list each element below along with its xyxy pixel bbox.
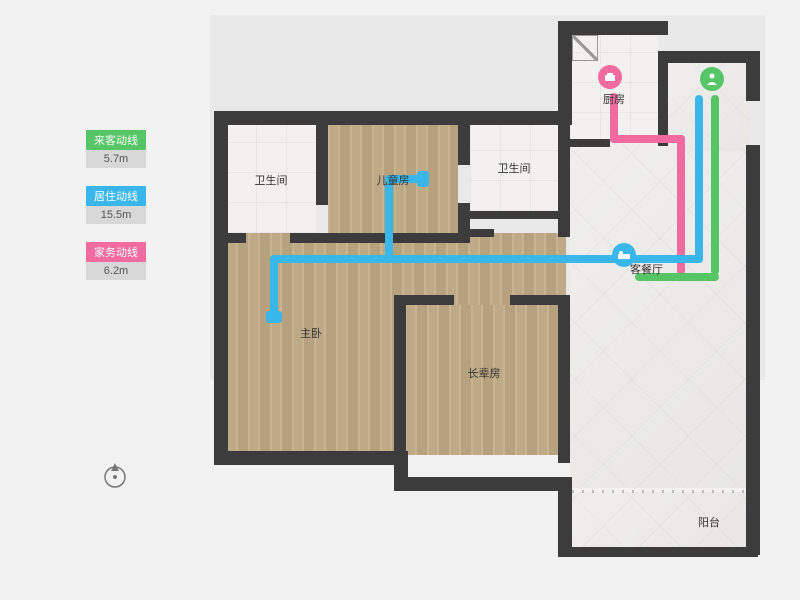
path-living: [270, 255, 278, 315]
wall-outer: [658, 51, 758, 63]
label-living-dining: 客餐厅: [630, 261, 663, 277]
path-living: [695, 95, 703, 263]
path-chore: [610, 135, 685, 143]
path-living-end: [266, 311, 282, 323]
legend-value-guest: 5.7m: [86, 150, 146, 168]
path-living: [385, 175, 393, 263]
wall: [570, 139, 610, 147]
room-elder: 长辈房: [405, 305, 563, 455]
bed-icon: [612, 243, 636, 267]
label-kids: 儿童房: [328, 172, 458, 188]
wall: [658, 51, 668, 146]
floorplan: 卫生间 儿童房 卫生间 厨房 客餐厅 主卧 长辈房 阳台: [210, 15, 765, 575]
compass-icon: [100, 460, 130, 495]
room-bathroom-1: 卫生间: [226, 123, 316, 233]
wall-outer: [214, 451, 406, 465]
wall-outer: [558, 21, 572, 125]
legend-label-living: 居住动线: [86, 186, 146, 206]
room-master: 主卧: [226, 245, 396, 455]
person-icon: [700, 67, 724, 91]
balcony-rail: [572, 490, 746, 493]
wall-outer: [558, 547, 758, 557]
label-balcony: 阳台: [698, 514, 720, 530]
kitchen-icon: [598, 65, 622, 89]
wall: [290, 233, 470, 243]
legend-value-living: 15.5m: [86, 206, 146, 224]
legend: 来客动线 5.7m 居住动线 15.5m 家务动线 6.2m: [86, 130, 146, 280]
room-bathroom-2: 卫生间: [470, 123, 558, 211]
wall: [394, 295, 454, 305]
legend-label-chore: 家务动线: [86, 242, 146, 262]
wall: [226, 233, 246, 243]
room-living-dining: 客餐厅: [570, 143, 750, 488]
label-bathroom-1: 卫生间: [226, 172, 316, 188]
wall: [510, 295, 570, 305]
wall-outer: [394, 477, 570, 491]
window-icon: [572, 35, 598, 61]
legend-label-guest: 来客动线: [86, 130, 146, 150]
label-master: 主卧: [226, 325, 396, 341]
wall: [316, 115, 328, 205]
label-elder: 长辈房: [405, 365, 563, 381]
path-chore: [677, 135, 685, 275]
wall: [558, 295, 570, 463]
label-bathroom-2: 卫生间: [470, 160, 558, 176]
path-guest: [711, 95, 719, 275]
label-kitchen: 厨房: [570, 91, 658, 107]
wall-outer: [558, 21, 668, 35]
wall-outer: [746, 145, 760, 555]
legend-item-guest: 来客动线 5.7m: [86, 130, 146, 168]
legend-value-chore: 6.2m: [86, 262, 146, 280]
wall: [558, 115, 570, 237]
wall-outer: [214, 111, 228, 463]
wall: [394, 295, 406, 463]
wall-outer: [558, 477, 572, 557]
room-balcony: 阳台: [570, 492, 750, 550]
legend-item-chore: 家务动线 6.2m: [86, 242, 146, 280]
legend-item-living: 居住动线 15.5m: [86, 186, 146, 224]
wall-outer: [214, 111, 566, 125]
wall: [470, 211, 558, 219]
room-kids: 儿童房: [328, 123, 458, 233]
